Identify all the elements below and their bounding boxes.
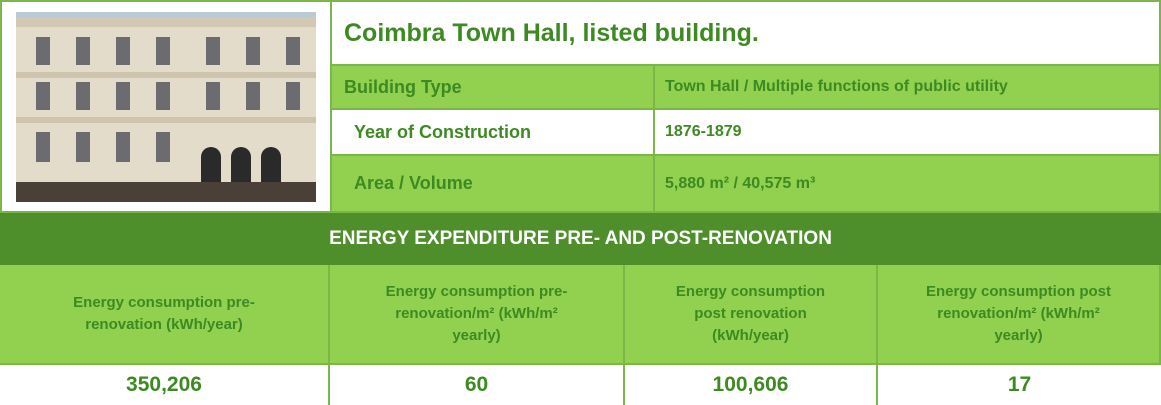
column-header: Energy consumption pre-renovation (kWh/y… <box>0 265 330 365</box>
energy-value: 17 <box>878 365 1161 405</box>
info-value: Town Hall / Multiple functions of public… <box>655 66 1161 110</box>
info-label: Year of Construction <box>332 110 655 156</box>
info-value: 5,880 m² / 40,575 m³ <box>655 156 1161 213</box>
column-header: Energy consumption post renovation (kWh/… <box>625 265 878 365</box>
energy-value: 350,206 <box>0 365 330 405</box>
column-header: Energy consumption post renovation/m² (k… <box>878 265 1161 365</box>
info-label: Area / Volume <box>332 156 655 213</box>
page: Coimbra Town Hall, listed building. ENER… <box>0 0 1161 405</box>
photo-cell <box>0 0 332 213</box>
column-header: Energy consumption pre-renovation/m² (kW… <box>330 265 625 365</box>
info-value: 1876-1879 <box>655 110 1161 156</box>
title: Coimbra Town Hall, listed building. <box>332 0 1161 66</box>
energy-value: 60 <box>330 365 625 405</box>
energy-title: ENERGY EXPENDITURE PRE- AND POST-RENOVAT… <box>0 213 1161 265</box>
building-photo <box>16 12 316 202</box>
info-label: Building Type <box>332 66 655 110</box>
energy-value: 100,606 <box>625 365 878 405</box>
